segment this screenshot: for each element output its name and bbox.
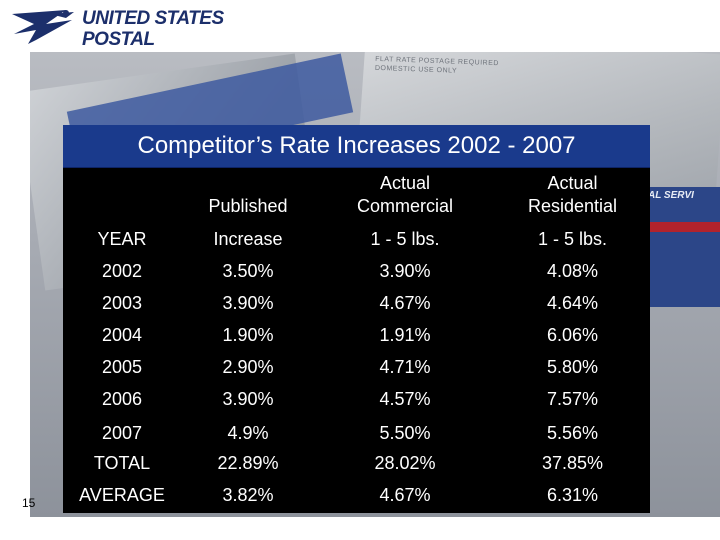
table-cell: 7.57% [546,389,599,409]
table-cell: 3.90% [222,293,274,313]
table-cell: 2002 [101,261,143,281]
table-cell: 1.91% [379,325,431,345]
rate-increase-table: Competitor’s Rate Increases 2002 - 2007 … [63,125,650,513]
table-cell: 2006 [101,389,143,409]
table-cell-total: 37.85% [541,453,604,473]
logo-line-1: UNITED STATES [82,8,224,29]
table-cell: 4.71% [379,357,431,377]
table-cell: 5.80% [546,357,599,377]
header-year: YEAR [97,229,147,249]
table-cell-average: 4.67% [379,485,431,505]
table-cell: 4.9% [227,423,269,443]
table-cell: 3.90% [222,389,274,409]
usps-logo: UNITED STATES POSTAL SERVICE. [6,4,236,72]
envelope-red-stripe [640,222,720,232]
table-cell: 4.67% [379,293,431,313]
header-actual-residential-3: 1 - 5 lbs. [537,229,608,249]
table-cell: 6.06% [546,325,599,345]
header-actual-commercial-2: Commercial [356,196,453,216]
table-cell-total: TOTAL [93,453,151,473]
table-cell: 2004 [101,325,143,345]
table-cell: 2007 [101,423,143,443]
slide-number: 15 [22,496,36,510]
table-cell-total: 22.89% [217,453,279,473]
table-cell-average: 6.31% [546,485,599,505]
header-increase: Increase [213,229,283,249]
header-actual-commercial-1: Actual [379,173,431,193]
header-actual-commercial-3: 1 - 5 lbs. [370,229,440,249]
table-cell: 3.50% [222,261,274,281]
table-cell: 4.08% [546,261,599,281]
table-title: Competitor’s Rate Increases 2002 - 2007 [63,125,650,168]
table-cell: 5.56% [546,423,599,443]
table-cell-total: 28.02% [374,453,436,473]
table-cell: 2003 [101,293,143,313]
envelope-right-text: AL SERVI [648,190,694,201]
table-cell: 4.64% [546,293,599,313]
envelope-blue-edge [640,187,720,307]
table-cell: 2.90% [222,357,274,377]
header-published: Published [208,196,288,216]
table-cell-average: 3.82% [222,485,274,505]
table-cell-average: AVERAGE [79,485,165,505]
header-actual-residential-2: Residential [527,196,618,216]
table-cell: 5.50% [379,423,431,443]
eagle-logo-icon [8,8,76,48]
table-cell: 2005 [101,357,143,377]
header-actual-residential-1: Actual [547,173,598,193]
table-cell: 4.57% [379,389,431,409]
table-cell: 3.90% [379,261,431,281]
table-cell: 1.90% [222,325,274,345]
